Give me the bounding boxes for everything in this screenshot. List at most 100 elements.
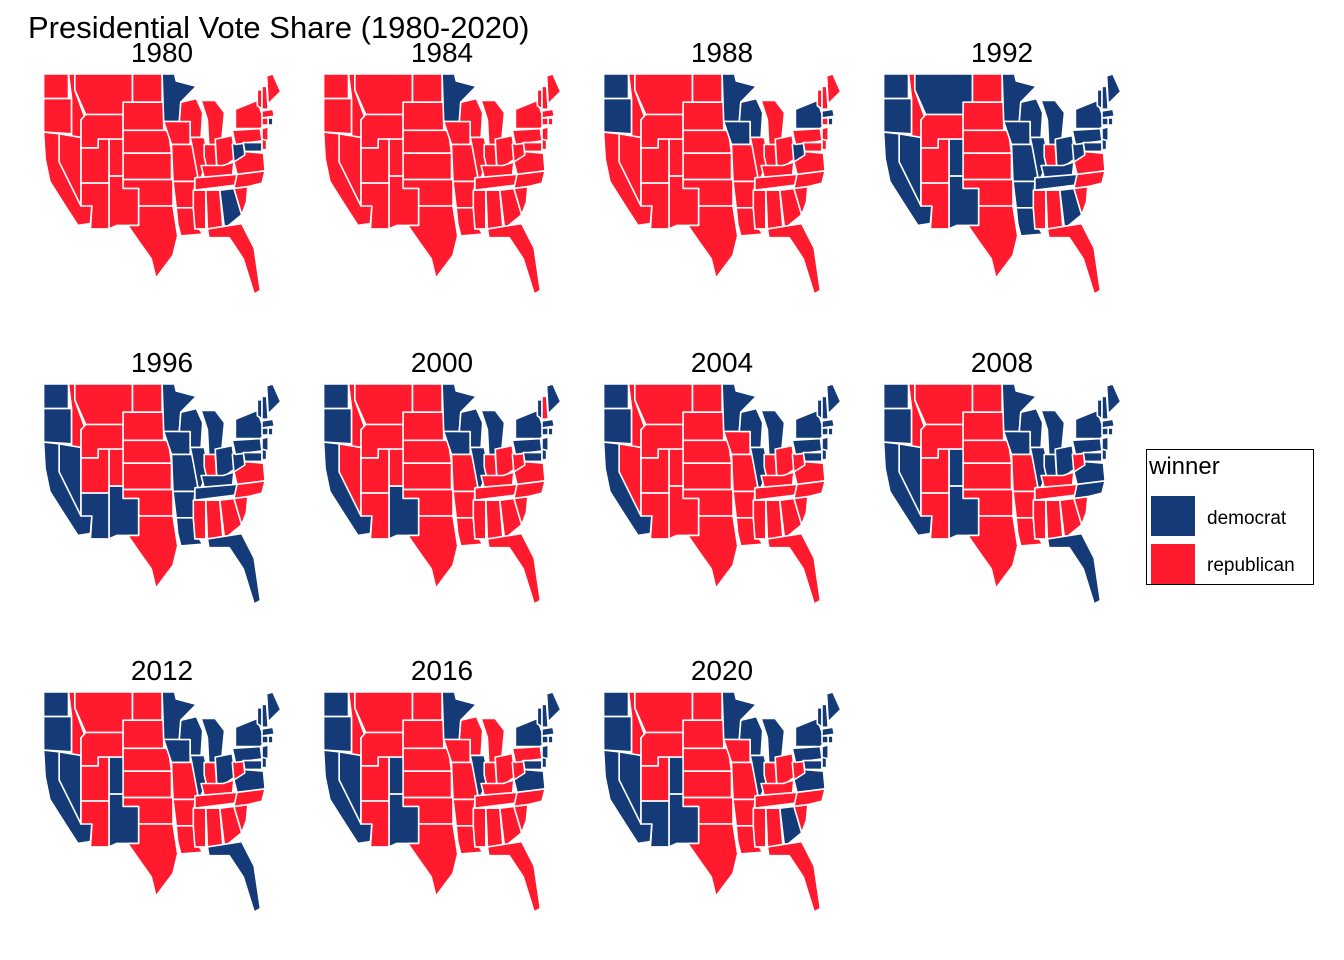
state-or-2016 [322,715,353,753]
us-map-1996 [42,383,282,605]
state-nd-1988 [691,73,723,104]
state-ri-1996 [267,427,274,436]
facet-title-1992: 1992 [970,37,1034,68]
state-ma-1992 [1101,108,1116,119]
state-ny-2012 [234,717,266,748]
state-ar-1984 [452,180,476,209]
state-fl-1992 [1046,222,1102,295]
state-sd-1988 [682,101,725,132]
state-ks-1996 [122,462,173,491]
state-tn-2000 [474,483,518,501]
state-ct-1984 [541,117,549,126]
state-me-2020 [825,691,842,723]
state-ct-2012 [261,735,269,744]
state-nj-1988 [821,125,829,142]
state-wa-2000 [322,383,350,410]
state-tn-2016 [474,791,518,809]
state-nd-1980 [131,73,163,104]
state-ma-1980 [261,108,276,119]
state-tx-2008 [967,515,1019,589]
state-ks-2016 [402,770,453,799]
facet-title-2020: 2020 [690,655,754,686]
legend: winner democrat republican [1146,449,1314,585]
state-sd-1992 [962,101,1005,132]
state-ms-2004 [752,499,767,540]
us-map-2000 [322,383,562,605]
state-wa-2004 [602,383,630,410]
state-nd-1984 [411,73,443,104]
state-wa-1996 [42,383,70,410]
state-me-1984 [545,73,562,105]
state-me-2012 [265,691,282,723]
state-ny-1992 [1074,99,1106,130]
state-ma-2000 [541,418,556,429]
state-me-1996 [265,383,282,415]
state-ny-2000 [514,409,546,440]
state-nd-2008 [971,383,1003,414]
state-ar-2004 [732,490,756,519]
state-or-2020 [602,715,633,753]
state-tx-2020 [687,823,739,897]
state-wa-1984 [322,73,350,100]
facet-panel-2008: 2008 [882,346,1162,646]
state-md-1984 [522,141,543,153]
state-ar-1996 [172,490,196,519]
state-wa-2020 [602,691,630,718]
state-ny-2016 [514,717,546,748]
state-ne-2012 [122,747,173,772]
state-nd-2000 [411,383,443,414]
state-ct-2016 [541,735,549,744]
legend-label-republican: republican [1207,555,1295,576]
state-ms-2000 [472,499,487,540]
legend-key-democrat [1151,496,1195,536]
state-nj-1980 [261,125,269,142]
state-ky-2000 [480,471,515,489]
state-wa-2012 [42,691,70,718]
state-ky-1992 [1040,161,1075,179]
state-tx-2012 [127,823,179,897]
state-sd-2004 [682,411,725,442]
state-ms-1988 [752,189,767,230]
state-me-2016 [545,691,562,723]
state-fl-1980 [206,222,262,295]
us-map-1980 [42,73,282,295]
state-ct-2004 [821,427,829,436]
state-ks-2008 [962,462,1013,491]
facet-title-2008: 2008 [970,347,1034,378]
facet-panel-1984: 1984 [322,36,602,336]
state-ct-1992 [1101,117,1109,126]
state-tx-2016 [407,823,459,897]
facet-panel-1992: 1992 [882,36,1162,336]
state-or-1996 [42,407,73,445]
state-ne-2000 [402,439,453,464]
state-ms-2020 [752,807,767,848]
us-map-1984 [322,73,562,295]
state-fl-2016 [486,840,542,913]
plot-title: Presidential Vote Share (1980-2020) [28,10,530,45]
state-md-1992 [1082,141,1103,153]
state-sd-2000 [402,411,445,442]
state-tn-2012 [194,791,238,809]
state-fl-2004 [766,532,822,605]
facet-panel-2000: 2000 [322,346,602,646]
state-ne-1980 [122,129,173,154]
state-ks-1992 [962,152,1013,181]
state-ar-1988 [732,180,756,209]
state-sd-2020 [682,719,725,750]
state-ar-1980 [172,180,196,209]
state-ms-1980 [192,189,207,230]
state-ma-2016 [541,726,556,737]
state-tn-1992 [1034,173,1078,191]
facet-title-1996: 1996 [130,347,194,378]
state-ks-2012 [122,770,173,799]
state-ny-2004 [794,409,826,440]
us-map-2012 [42,691,282,913]
state-nj-2000 [541,435,549,452]
state-nd-1992 [971,73,1003,104]
facet-panel-1980: 1980 [42,36,322,336]
state-tn-1980 [194,173,238,191]
state-tn-1988 [754,173,798,191]
state-ny-2020 [794,717,826,748]
state-me-1992 [1105,73,1122,105]
state-ri-2016 [547,735,554,744]
